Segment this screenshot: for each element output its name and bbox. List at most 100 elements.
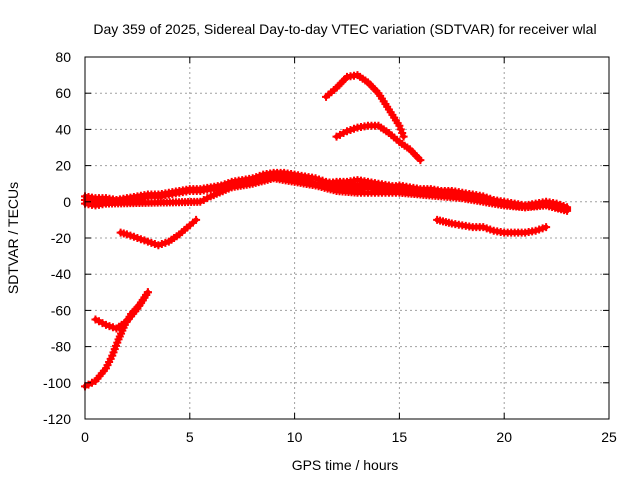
data-marks — [81, 71, 572, 391]
data-point-marker — [329, 186, 338, 195]
data-point-marker — [183, 223, 192, 232]
data-point-marker — [193, 197, 202, 206]
data-point-marker — [224, 184, 233, 193]
data-point-marker — [391, 182, 400, 191]
y-tick-label: -40 — [51, 266, 71, 282]
data-point-marker — [99, 366, 108, 375]
data-point-marker — [203, 194, 212, 203]
data-point-marker — [133, 303, 142, 312]
data-point-marker — [150, 190, 159, 199]
data-point-marker — [140, 236, 149, 245]
y-tick-label: 60 — [55, 85, 71, 101]
data-point-marker — [403, 143, 412, 152]
data-point-marker — [560, 206, 569, 215]
data-point-marker — [172, 232, 181, 241]
data-point-marker — [360, 177, 369, 186]
data-point-marker — [349, 176, 358, 185]
data-point-marker — [370, 179, 379, 188]
data-point-marker — [465, 222, 474, 231]
data-point-marker — [382, 127, 391, 136]
data-point-marker — [213, 182, 222, 191]
data-point-marker — [203, 183, 212, 192]
data-point-marker — [119, 229, 128, 238]
y-axis-label: SDTVAR / TECUs — [5, 182, 21, 294]
x-axis-label: GPS time / hours — [292, 457, 399, 473]
y-tick-label: -20 — [51, 230, 71, 246]
data-point-marker — [444, 218, 453, 227]
y-tick-label: 20 — [55, 158, 71, 174]
axis-ticks: 0 5 10 15 20 25 -120 -100 -80 -60 -40 -20 0 20 40 60 80 — [43, 49, 617, 445]
data-point-marker — [106, 354, 115, 363]
data-point-marker — [381, 180, 390, 189]
data-point-marker — [245, 180, 254, 189]
series-arc-d — [116, 215, 201, 250]
data-point-marker — [528, 227, 537, 236]
y-tick-label: 0 — [63, 194, 71, 210]
data-point-marker — [393, 119, 402, 128]
data-point-marker — [486, 225, 495, 234]
data-point-marker — [361, 76, 370, 85]
data-point-marker — [538, 224, 547, 233]
data-point-marker — [475, 223, 484, 232]
data-point-marker — [125, 312, 134, 321]
data-point-marker — [192, 185, 201, 194]
series-arc-i — [433, 215, 551, 237]
data-point-marker — [308, 180, 317, 189]
data-point-marker — [507, 228, 516, 237]
x-tick-label: 5 — [186, 429, 194, 445]
y-tick-label: 40 — [55, 121, 71, 137]
x-tick-label: 0 — [81, 429, 89, 445]
data-point-marker — [142, 290, 151, 299]
data-point-marker — [161, 238, 170, 247]
data-point-marker — [370, 188, 379, 197]
data-point-marker — [308, 173, 317, 182]
data-point-marker — [182, 185, 191, 194]
data-point-marker — [119, 323, 128, 332]
y-tick-label: -80 — [51, 339, 71, 355]
series-arc-f — [81, 288, 152, 391]
series-arc-b — [81, 174, 572, 215]
y-tick-label: 80 — [55, 49, 71, 65]
data-point-marker — [372, 87, 381, 96]
data-point-marker — [398, 129, 407, 138]
data-point-marker — [349, 71, 358, 80]
data-point-marker — [349, 124, 358, 133]
data-point-marker — [171, 187, 180, 196]
data-point-marker — [339, 129, 348, 138]
x-tick-label: 10 — [287, 429, 303, 445]
y-tick-label: -120 — [43, 411, 71, 427]
series-arc-h — [332, 121, 425, 165]
data-point-marker — [161, 189, 170, 198]
data-point-marker — [517, 228, 526, 237]
x-tick-label: 20 — [496, 429, 512, 445]
data-point-marker — [87, 193, 96, 202]
data-point-marker — [360, 122, 369, 131]
chart-title: Day 359 of 2025, Sidereal Day-to-day VTE… — [93, 21, 596, 37]
x-tick-label: 25 — [601, 429, 617, 445]
y-tick-label: -100 — [43, 375, 71, 391]
x-tick-label: 15 — [392, 429, 408, 445]
data-point-marker — [287, 170, 296, 179]
data-point-marker — [129, 232, 138, 241]
data-point-marker — [87, 200, 96, 209]
y-tick-label: -60 — [51, 302, 71, 318]
data-point-marker — [496, 227, 505, 236]
data-point-marker — [383, 102, 392, 111]
series-arc-g — [322, 71, 408, 141]
data-point-marker — [414, 153, 423, 162]
data-point-marker — [454, 220, 463, 229]
data-point-marker — [476, 197, 485, 206]
data-point-marker — [188, 218, 197, 227]
data-point-marker — [340, 75, 349, 84]
data-point-marker — [140, 191, 149, 200]
data-point-marker — [329, 86, 338, 95]
data-point-marker — [287, 177, 296, 186]
data-point-marker — [113, 338, 122, 347]
series-arc-c — [322, 176, 404, 192]
data-point-marker — [392, 135, 401, 144]
data-point-marker — [150, 240, 159, 249]
data-point-marker — [98, 319, 107, 328]
data-point-marker — [339, 177, 348, 186]
data-point-marker — [370, 121, 379, 130]
